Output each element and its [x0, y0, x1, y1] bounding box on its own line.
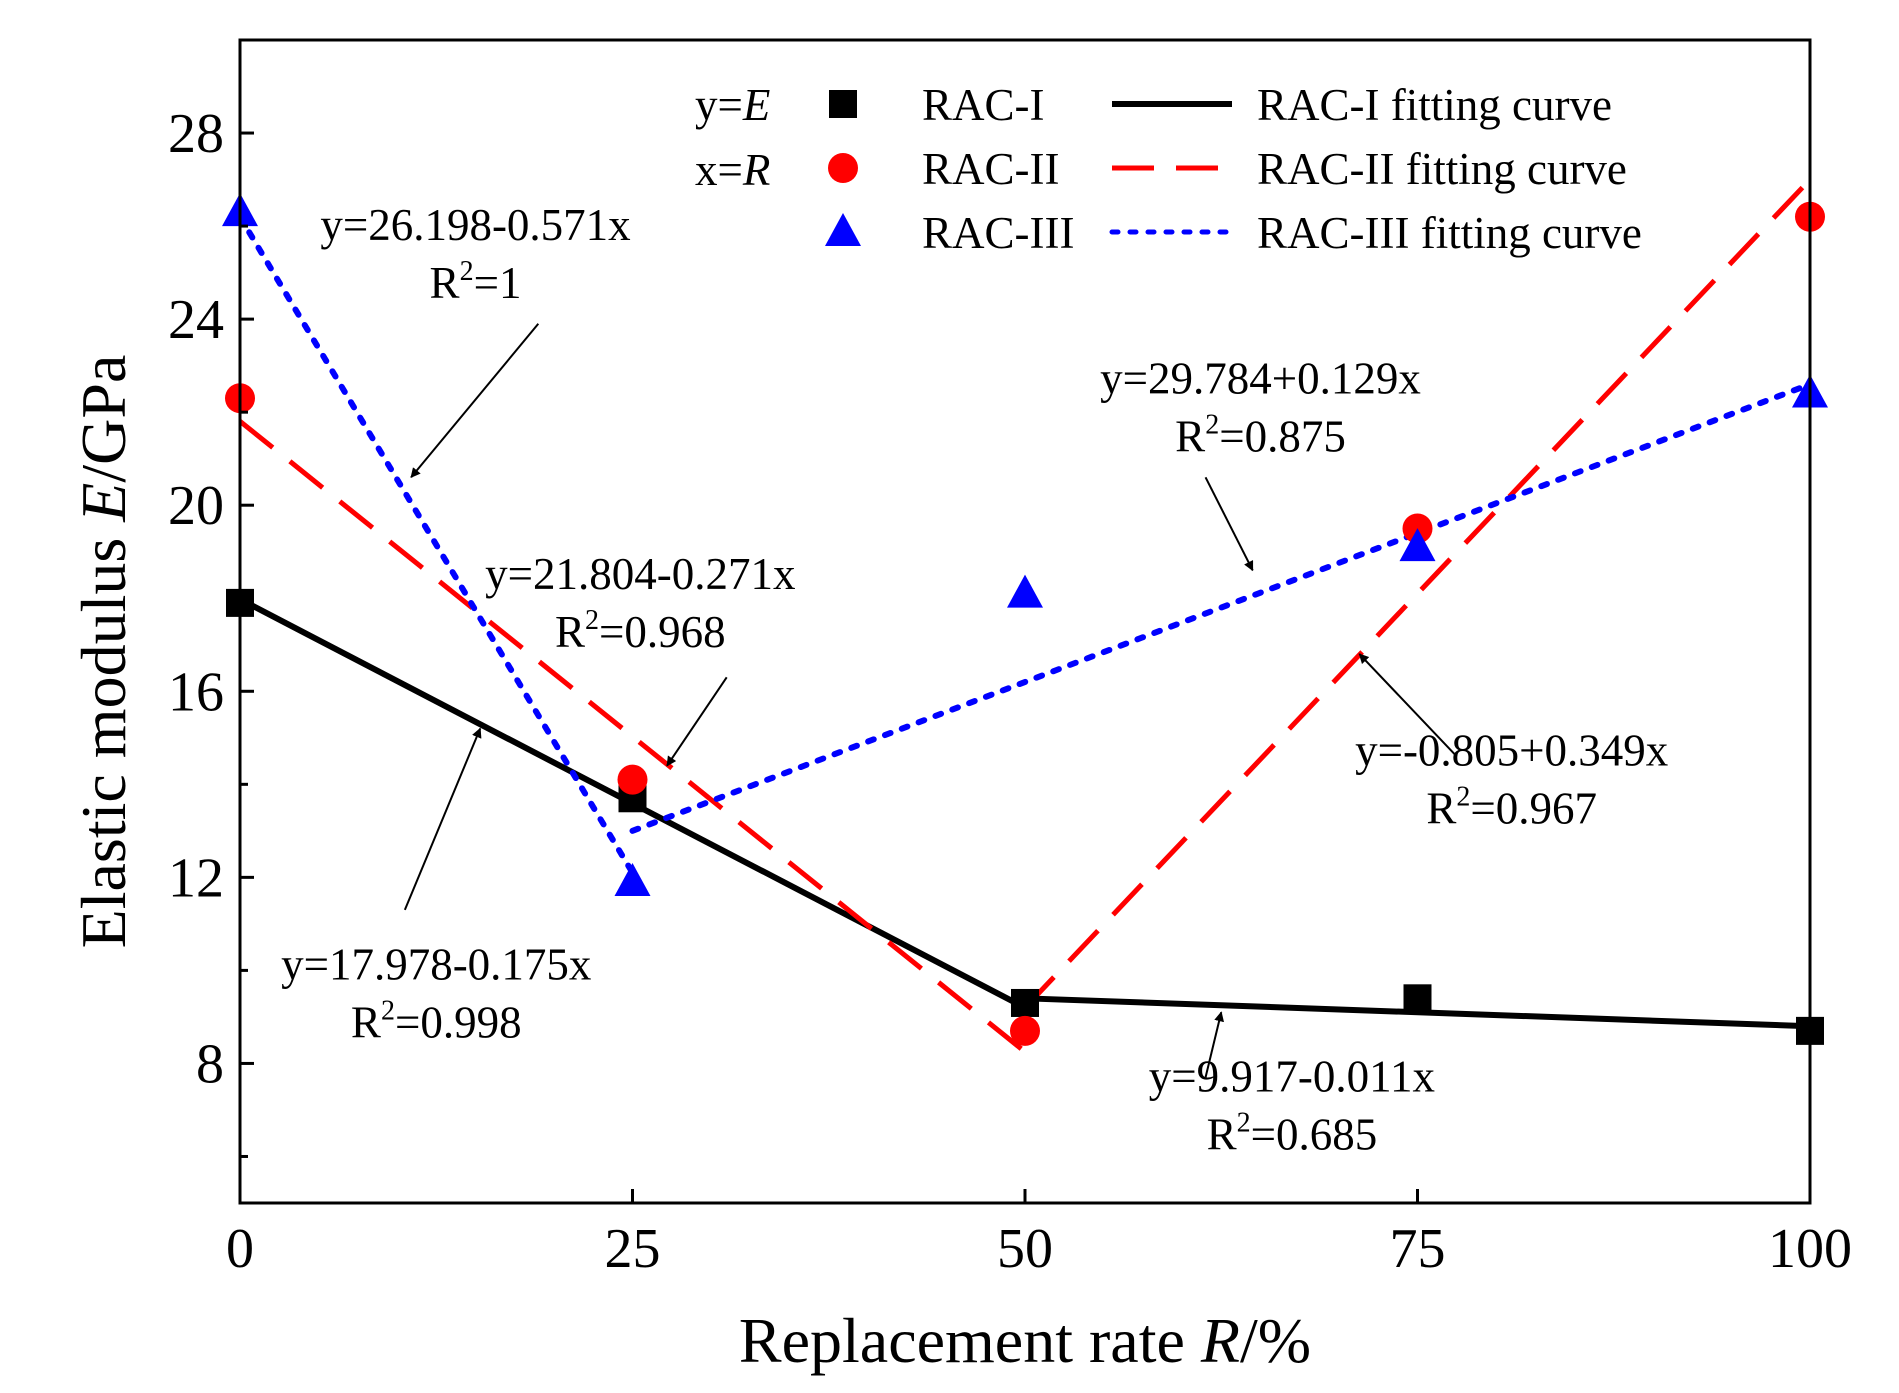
x-axis-title: Replacement rate R/% [739, 1305, 1311, 1376]
point-rac-iii-75 [1399, 528, 1436, 562]
annotation-r2: R2=0.998 [351, 996, 522, 1048]
fit-annotation: y=17.978-0.175x R2=0.998 [281, 727, 591, 1048]
legend-variable-note: x=R [695, 145, 770, 195]
fit-line-rac-iii-segment-2 [629, 381, 1810, 834]
annotation-arrow [1204, 1011, 1225, 1078]
annotation-r2: R2=0.875 [1175, 410, 1346, 462]
fit-annotation: y=21.804-0.271x R2=0.968 [485, 549, 796, 767]
annotation-equation: y=29.784+0.129x [1100, 354, 1421, 404]
annotation-r2: R2=0.685 [1207, 1107, 1378, 1159]
y-tick-label: 24 [168, 289, 224, 351]
y-tick-label: 8 [196, 1033, 224, 1095]
annotation-equation: y=-0.805+0.349x [1355, 726, 1668, 776]
fit-annotation: y=29.784+0.129x R2=0.875 [1100, 354, 1421, 572]
annotation-equation: y=17.978-0.175x [281, 940, 591, 990]
annotation-equation: y=26.198-0.571x [320, 200, 630, 250]
x-tick-label: 25 [605, 1218, 661, 1280]
x-tick-label: 100 [1768, 1218, 1852, 1280]
legend-marker-rac-ii [828, 153, 858, 183]
legend-label-rac-ii: RAC-II [922, 144, 1059, 194]
annotation-r2: R2=0.968 [555, 605, 726, 657]
legend-label-rac-iii: RAC-III [922, 208, 1074, 258]
y-tick-label: 16 [168, 661, 224, 723]
point-rac-iii-25 [614, 863, 651, 897]
fit-line-rac-ii-segment-2 [1023, 177, 1810, 1010]
data-points [222, 193, 1828, 1046]
annotation-r2: R2=1 [430, 256, 522, 308]
legend-fit-label-rac-iii: RAC-III fitting curve [1257, 208, 1642, 258]
point-rac-ii-50 [1010, 1015, 1040, 1046]
legend-fit-label-rac-i: RAC-I fitting curve [1257, 80, 1612, 130]
y-tick-label: 20 [168, 475, 224, 537]
x-tick-label: 75 [1390, 1218, 1446, 1280]
legend-marker-rac-i [829, 90, 857, 118]
annotation-r2: R2=0.967 [1426, 782, 1597, 834]
legend-variable-note: y=E [695, 80, 770, 130]
legend-marker-rac-iii [825, 213, 861, 246]
annotation-arrow [403, 727, 482, 911]
fit-annotation: y=9.917-0.011x R2=0.685 [1149, 1011, 1435, 1159]
fit-lines [240, 177, 1810, 1054]
annotation-equation: y=9.917-0.011x [1149, 1051, 1435, 1101]
axes: 0 25 50 75 100 8 12 16 20 24 28 Replacement rate R/… [68, 38, 1852, 1376]
annotation-arrow [1204, 476, 1254, 572]
legend: y=E x=R RAC-I RAC-I fitting curve RAC-II RAC-… [695, 80, 1642, 258]
point-rac-i-75 [1403, 984, 1432, 1013]
legend-label-rac-i: RAC-I [922, 80, 1045, 130]
y-axis-title: Elastic modulus E/GPa [68, 355, 139, 949]
fit-annotation: y=26.198-0.571x R2=1 [320, 200, 631, 479]
point-rac-ii-25 [617, 764, 648, 795]
annotation-arrow [1358, 653, 1458, 758]
annotation-equation: y=21.804-0.271x [485, 549, 795, 599]
fit-line-rac-ii-segment-1 [240, 419, 1027, 1054]
y-tick-label: 28 [168, 103, 224, 165]
x-tick-label: 0 [226, 1218, 254, 1280]
y-tick-label: 12 [168, 847, 224, 909]
annotations: y=26.198-0.571x R2=1 y=21.804-0.271x R2=0.9… [281, 200, 1668, 1159]
legend-fit-label-rac-ii: RAC-II fitting curve [1257, 144, 1627, 194]
x-tick-label: 50 [997, 1218, 1053, 1280]
fit-line-rac-iii-segment-1 [240, 213, 636, 876]
annotation-arrow [410, 323, 540, 479]
fit-annotation: y=-0.805+0.349x R2=0.967 [1355, 653, 1668, 834]
annotation-arrow [666, 676, 728, 767]
point-rac-i-50 [1011, 988, 1039, 1017]
point-rac-iii-50 [1007, 574, 1043, 608]
